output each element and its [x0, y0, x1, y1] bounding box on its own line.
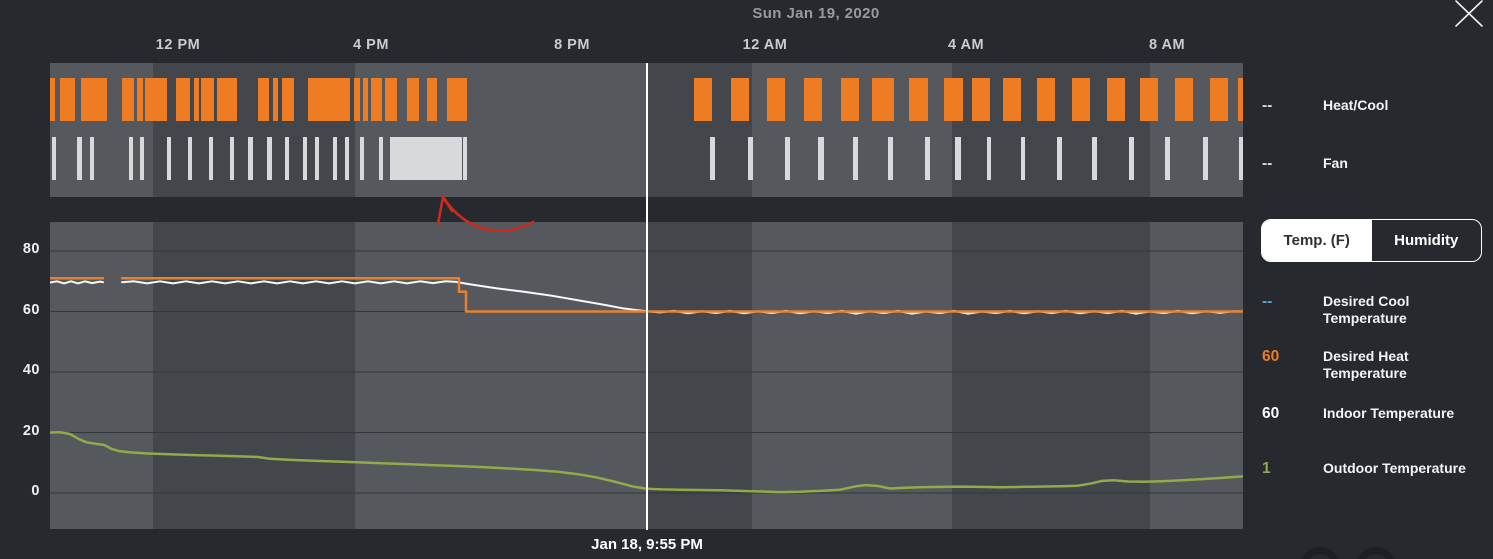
- y-axis-label: 20: [22, 422, 40, 439]
- unit-toggle: Temp. (F) Humidity: [1261, 219, 1482, 262]
- heatcool-value: --: [1262, 97, 1273, 114]
- heatcool-label: Heat/Cool: [1323, 97, 1389, 113]
- indoor-value: 60: [1262, 405, 1280, 422]
- legend-row-heatcool: -- Heat/Cool: [1255, 97, 1493, 114]
- time-tick: 12 PM: [155, 37, 201, 53]
- time-tick: 4 PM: [353, 37, 389, 53]
- time-tick: 8 PM: [554, 37, 590, 53]
- y-axis-label: 60: [22, 301, 40, 318]
- legend-row-desired-cool: -- Desired Cool Temperature: [1255, 293, 1493, 327]
- toggle-humidity-button[interactable]: Humidity: [1372, 220, 1482, 261]
- desired-cool-value: --: [1262, 293, 1273, 310]
- y-axis-label: 40: [22, 362, 40, 378]
- time-tick: 12 AM: [742, 37, 788, 53]
- desired-cool-label: Desired Cool Temperature: [1323, 293, 1410, 326]
- nav-button[interactable]: [1300, 547, 1340, 559]
- date-title: Sun Jan 19, 2020: [752, 5, 880, 22]
- time-tick: 4 AM: [947, 37, 985, 53]
- desired-heat-label: Desired Heat Temperature: [1323, 348, 1409, 381]
- nav-button[interactable]: [1356, 547, 1396, 559]
- toggle-temp-button[interactable]: Temp. (F): [1262, 220, 1372, 261]
- y-axis-label: 0: [31, 483, 40, 499]
- legend-row-desired-heat: 60 Desired Heat Temperature: [1255, 348, 1493, 382]
- fan-label: Fan: [1323, 155, 1348, 171]
- legend-row-indoor: 60 Indoor Temperature: [1255, 405, 1493, 422]
- legend-row-fan: -- Fan: [1255, 155, 1493, 172]
- annotation-arrow: [436, 195, 535, 233]
- y-axis-label: 80: [22, 241, 40, 257]
- desired-heat-value: 60: [1262, 348, 1280, 365]
- indoor-label: Indoor Temperature: [1323, 405, 1455, 421]
- fan-value: --: [1262, 155, 1273, 172]
- outdoor-label: Outdoor Temperature: [1323, 460, 1466, 476]
- time-tick: 8 AM: [1148, 37, 1186, 53]
- legend-row-outdoor: 1 Outdoor Temperature: [1255, 460, 1493, 477]
- outdoor-value: 1: [1262, 460, 1271, 477]
- cursor-timestamp: Jan 18, 9:55 PM: [591, 536, 703, 553]
- chart-cursor-line[interactable]: [646, 63, 648, 530]
- close-icon[interactable]: [1452, 0, 1486, 28]
